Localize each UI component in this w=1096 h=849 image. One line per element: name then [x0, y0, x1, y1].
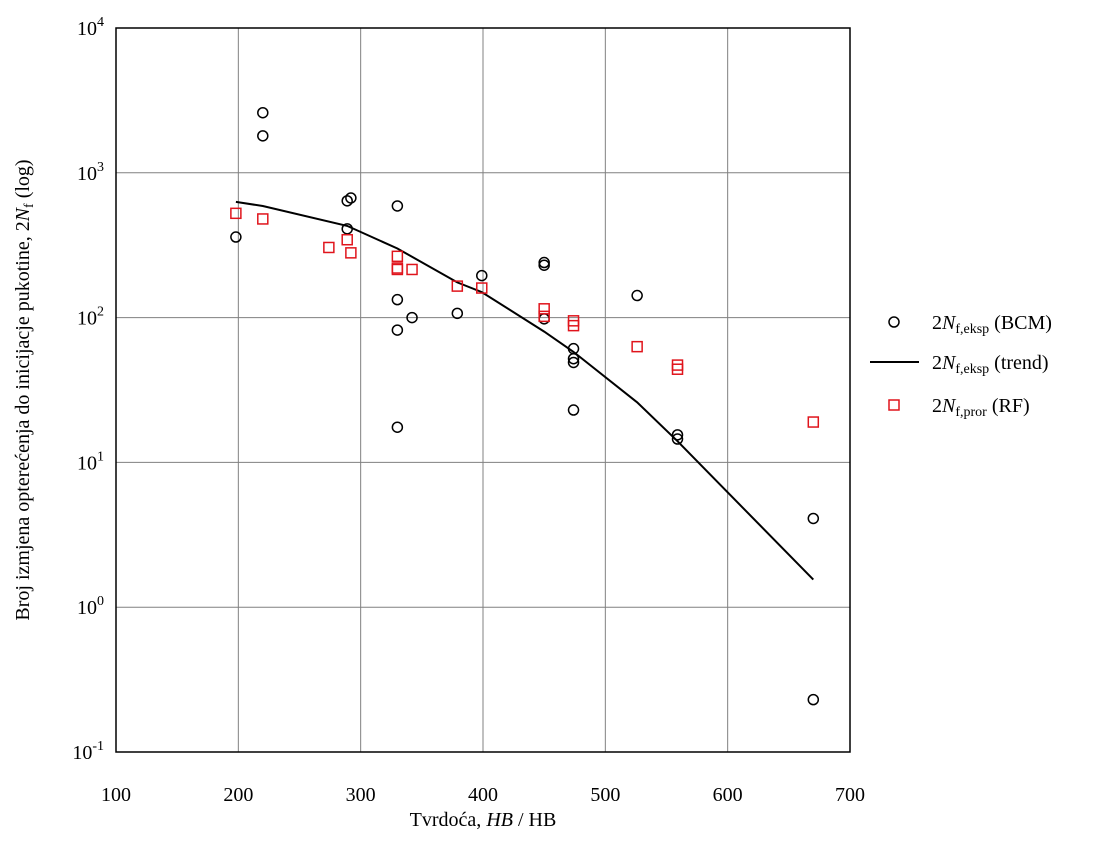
x-tick-label: 100 — [101, 784, 131, 806]
bcm-point — [631, 289, 643, 302]
x-tick-label: 200 — [223, 784, 253, 806]
bcm-point — [451, 307, 464, 320]
rf-point — [341, 233, 353, 246]
bcm-point — [807, 693, 820, 706]
rf-point — [476, 282, 488, 294]
legend-circle-swatch — [888, 316, 900, 328]
rf-point — [631, 340, 643, 353]
bcm-point — [476, 269, 488, 282]
x-tick-label: 700 — [835, 784, 865, 806]
rf-point — [451, 280, 464, 292]
bcm-point — [391, 421, 404, 433]
bcm-point — [671, 433, 684, 445]
bcm-point — [391, 293, 404, 306]
rf-point — [538, 303, 550, 315]
rf-point — [807, 416, 820, 428]
bcm-point — [345, 192, 357, 204]
rf-point — [391, 250, 404, 263]
trend-line — [235, 200, 815, 581]
bcm-point — [341, 195, 353, 207]
rf-point — [230, 207, 242, 220]
plot-frame — [115, 27, 851, 753]
rf-point — [257, 213, 269, 225]
rf-point — [671, 359, 684, 371]
bcm-point — [406, 311, 418, 324]
rf-point — [671, 363, 684, 375]
y-tick-label: 100 — [77, 594, 104, 619]
bcm-point — [807, 512, 820, 525]
bcm-point — [257, 106, 269, 119]
y-tick-label: 101 — [77, 449, 104, 474]
grid — [116, 28, 850, 752]
x-tick-label: 400 — [468, 784, 498, 806]
series-layer — [230, 106, 820, 706]
x-tick-label: 300 — [346, 784, 376, 806]
legend-label: 2Nf,eksp (trend) — [932, 352, 1049, 377]
bcm-point — [567, 404, 580, 416]
bcm-point — [391, 324, 404, 336]
bcm-point — [538, 313, 550, 325]
legend-square-swatch — [888, 399, 900, 411]
rf-point — [538, 310, 550, 323]
x-tick-labels: 100 200 300 400 500 600 700 — [101, 784, 865, 806]
bcm-point — [230, 231, 242, 243]
legend-label: 2Nf,eksp (BCM) — [932, 312, 1052, 337]
x-axis-label: Tvrdoća, HB / HB — [410, 809, 557, 831]
y-tick-labels: 10-1 100 101 102 103 104 — [72, 15, 104, 764]
rf-point — [323, 241, 335, 254]
bcm-point — [391, 200, 404, 212]
bcm-point — [257, 130, 269, 142]
y-tick-label: 104 — [77, 15, 104, 40]
y-tick-label: 102 — [77, 305, 104, 330]
y-tick-label: 10-1 — [72, 739, 104, 764]
x-tick-label: 500 — [590, 784, 620, 806]
bcm-point — [567, 352, 580, 365]
bcm-point — [341, 223, 353, 235]
bcm-point — [538, 259, 550, 271]
rf-point — [391, 263, 404, 276]
y-tick-label: 103 — [77, 160, 104, 185]
rf-point — [406, 263, 418, 276]
x-tick-label: 600 — [713, 784, 743, 806]
legend: 2Nf,eksp (BCM) 2Nf,eksp (trend) 2Nf,pror (… — [870, 312, 1052, 420]
bcm-point — [567, 356, 580, 369]
bcm-point — [671, 429, 684, 441]
legend-label: 2Nf,pror (RF) — [932, 395, 1030, 420]
y-axis-label: Broj izmjena opterećenja do inicijacje p… — [12, 159, 37, 620]
rf-point — [567, 319, 580, 332]
rf-point — [345, 247, 357, 259]
